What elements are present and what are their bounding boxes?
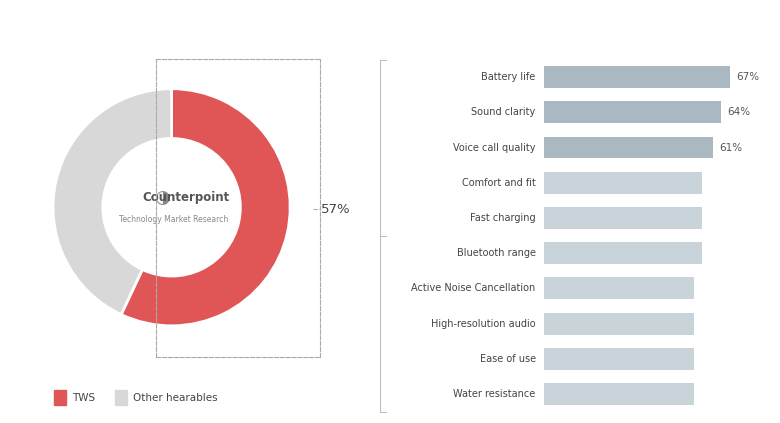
- Text: Battery life: Battery life: [481, 72, 536, 82]
- Wedge shape: [53, 89, 172, 315]
- Bar: [54, 390, 66, 405]
- FancyBboxPatch shape: [544, 242, 702, 264]
- Text: Other hearables: Other hearables: [133, 393, 218, 403]
- FancyBboxPatch shape: [544, 137, 713, 159]
- FancyBboxPatch shape: [544, 102, 722, 123]
- FancyBboxPatch shape: [544, 277, 693, 299]
- Bar: [115, 390, 127, 405]
- FancyBboxPatch shape: [544, 348, 693, 370]
- Text: Bluetooth range: Bluetooth range: [457, 248, 536, 258]
- Text: Comfort and fit: Comfort and fit: [462, 178, 536, 188]
- Text: Counterpoint: Counterpoint: [142, 191, 229, 204]
- Text: 61%: 61%: [719, 143, 743, 153]
- Text: Key Buying Factors for Futures TWS Purchase: Key Buying Factors for Futures TWS Purch…: [443, 22, 696, 33]
- FancyBboxPatch shape: [544, 66, 729, 88]
- Text: 67%: 67%: [736, 72, 759, 82]
- Text: Sound clarity: Sound clarity: [471, 107, 536, 117]
- FancyBboxPatch shape: [544, 207, 702, 229]
- Text: Technology Market Research: Technology Market Research: [119, 214, 229, 224]
- Text: Ease of use: Ease of use: [480, 354, 536, 364]
- Text: Fast charging: Fast charging: [470, 213, 536, 223]
- Text: Water resistance: Water resistance: [453, 389, 536, 399]
- Wedge shape: [121, 89, 290, 326]
- Text: ◑: ◑: [154, 189, 170, 207]
- Text: High-resolution audio: High-resolution audio: [431, 319, 536, 329]
- Text: Active Noise Cancellation: Active Noise Cancellation: [412, 283, 536, 294]
- Text: TWS: TWS: [72, 393, 95, 403]
- Text: 64%: 64%: [728, 107, 750, 117]
- Text: Voice call quality: Voice call quality: [453, 143, 536, 153]
- FancyBboxPatch shape: [544, 383, 693, 405]
- FancyBboxPatch shape: [544, 172, 702, 194]
- Text: 57%: 57%: [321, 203, 351, 216]
- FancyBboxPatch shape: [544, 313, 693, 335]
- Text: Hearable Purchase Preference Of Current TWS Users: Hearable Purchase Preference Of Current …: [33, 22, 326, 33]
